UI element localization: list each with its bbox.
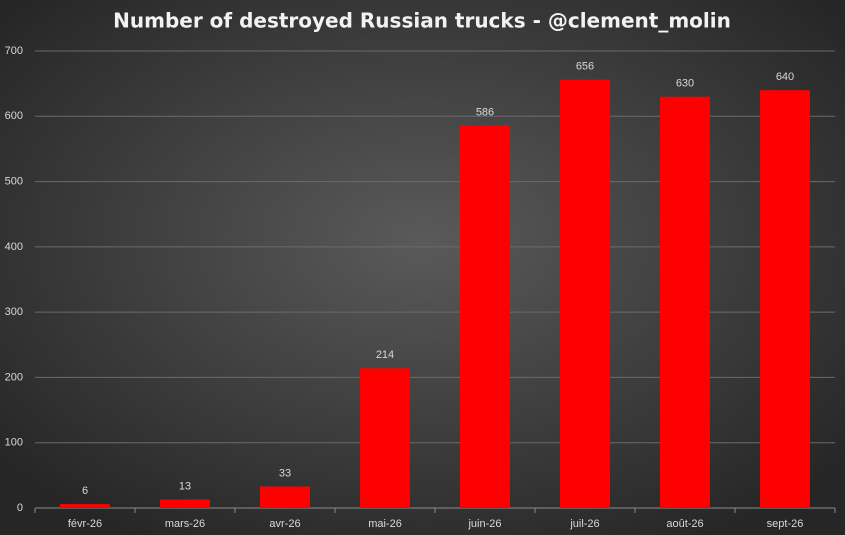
chart-title: Number of destroyed Russian trucks - @cl… <box>113 9 731 33</box>
data-label: 630 <box>676 78 694 90</box>
y-tick-label: 700 <box>5 45 23 57</box>
y-tick-label: 500 <box>5 175 23 187</box>
y-tick-label: 200 <box>5 371 23 383</box>
bar <box>660 96 710 508</box>
x-tick-label: févr-26 <box>68 518 102 530</box>
x-tick-label: avr-26 <box>269 518 300 530</box>
bar <box>560 79 610 509</box>
x-tick-label: mai-26 <box>368 518 402 530</box>
y-tick-label: 300 <box>5 306 23 318</box>
data-label: 640 <box>776 71 794 83</box>
bar <box>360 368 410 508</box>
bar <box>460 125 510 508</box>
data-label: 6 <box>82 485 88 497</box>
x-tick-label: juil-26 <box>569 518 599 530</box>
y-tick-label: 0 <box>17 502 23 514</box>
x-tick-label: août-26 <box>666 518 703 530</box>
y-tick-label: 400 <box>5 241 23 253</box>
x-tick-label: sept-26 <box>767 518 804 530</box>
data-label: 33 <box>279 467 291 479</box>
data-label: 13 <box>179 480 191 492</box>
x-tick-label: mars-26 <box>165 518 205 530</box>
data-label: 586 <box>476 106 494 118</box>
bar <box>60 504 110 508</box>
y-tick-label: 100 <box>5 437 23 449</box>
y-tick-label: 600 <box>5 110 23 122</box>
data-label: 656 <box>576 61 594 73</box>
bar <box>760 90 810 509</box>
bar <box>160 499 210 508</box>
data-label: 214 <box>376 349 394 361</box>
x-tick-label: juin-26 <box>467 518 501 530</box>
bar <box>260 486 310 508</box>
